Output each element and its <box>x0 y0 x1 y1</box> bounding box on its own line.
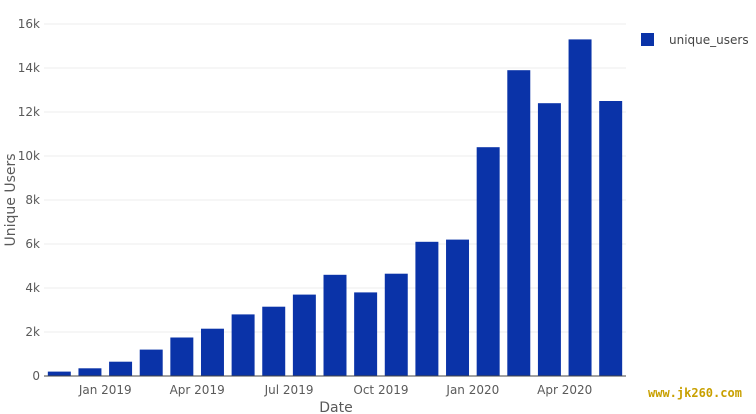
bar[interactable] <box>446 239 470 376</box>
x-tick-label: Jan 2019 <box>78 383 132 397</box>
y-tick-label: 10k <box>18 149 40 163</box>
legend-label-unique-users: unique_users <box>669 33 749 47</box>
bars <box>47 39 623 377</box>
bar[interactable] <box>354 292 378 376</box>
y-tick-label: 16k <box>18 17 40 31</box>
y-tick-label: 4k <box>25 281 40 295</box>
x-tick-labels: Jan 2019 Apr 2019 Jul 2019 Oct 2019 Jan 2020… <box>78 383 592 397</box>
y-tick-label: 6k <box>25 237 40 251</box>
x-tick-label: Apr 2019 <box>170 383 225 397</box>
bar[interactable] <box>323 274 347 376</box>
bar[interactable] <box>262 306 286 376</box>
bar[interactable] <box>292 294 316 376</box>
x-tick-label: Jul 2019 <box>264 383 314 397</box>
y-tick-label: 0 <box>32 369 40 383</box>
x-tick-label: Apr 2020 <box>537 383 592 397</box>
legend-swatch-unique-users <box>641 33 654 46</box>
y-tick-label: 12k <box>18 105 40 119</box>
bar[interactable] <box>109 361 133 376</box>
y-tick-labels: 0 2k 4k 6k 8k 10k 12k 14k 16k <box>18 17 40 383</box>
bar[interactable] <box>476 147 500 376</box>
bar[interactable] <box>47 371 71 376</box>
y-tick-label: 8k <box>25 193 40 207</box>
gridlines <box>44 23 626 333</box>
y-tick-label: 14k <box>18 61 40 75</box>
bar[interactable] <box>599 101 623 376</box>
bar[interactable] <box>415 241 439 376</box>
watermark: www.jk260.com <box>648 386 742 400</box>
y-tick-label: 2k <box>25 325 40 339</box>
x-axis-title: Date <box>319 400 352 414</box>
bar[interactable] <box>231 314 255 376</box>
legend[interactable]: unique_users <box>641 33 749 47</box>
bar[interactable] <box>139 349 163 376</box>
bar[interactable] <box>170 337 194 377</box>
bar[interactable] <box>200 328 224 376</box>
x-tick-label: Oct 2019 <box>353 383 408 397</box>
x-tick-label: Jan 2020 <box>445 383 499 397</box>
y-axis-title: Unique Users <box>3 153 19 246</box>
bar[interactable] <box>78 368 102 376</box>
bar[interactable] <box>507 70 531 376</box>
bar[interactable] <box>537 103 561 376</box>
bar[interactable] <box>384 273 408 376</box>
bar[interactable] <box>568 39 592 377</box>
